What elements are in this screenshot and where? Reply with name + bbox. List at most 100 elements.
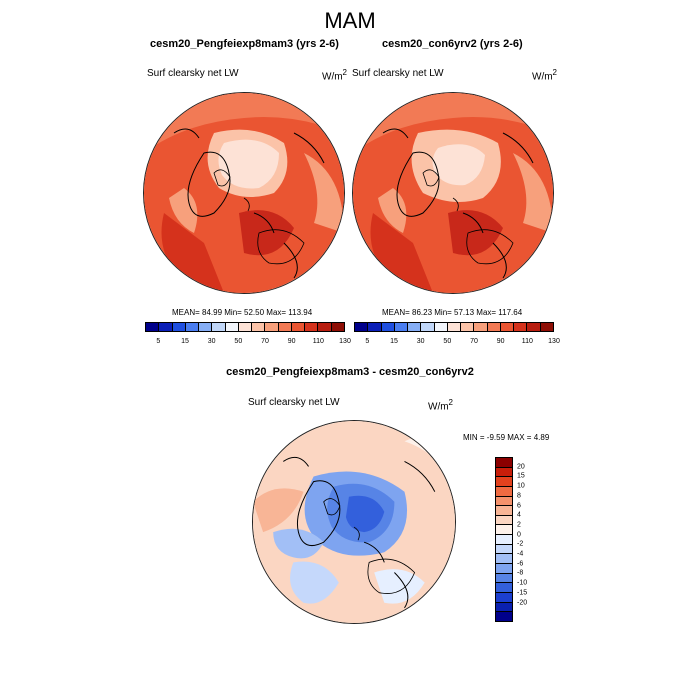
- colorbar-swatch: [305, 323, 319, 331]
- diff-colorbar-tick-label: -4: [517, 550, 524, 558]
- diff-colorbar-swatch: [496, 486, 512, 497]
- diff-colorbar-swatch: [496, 612, 512, 621]
- figure-title: MAM: [324, 8, 376, 33]
- colorbar-swatch: [318, 323, 332, 331]
- panel-1-variable-label: Surf clearsky net LW: [147, 68, 239, 79]
- panel-1-units: W/m2: [322, 68, 347, 83]
- colorbar-swatch: [159, 323, 173, 331]
- colorbar-swatch: [291, 323, 306, 331]
- panel-2-units: W/m2: [532, 68, 557, 83]
- colorbar-swatch: [394, 323, 409, 331]
- diff-colorbar-tick-label: -8: [517, 569, 524, 577]
- colorbar-tick-label: 50: [443, 338, 452, 345]
- colorbar-swatch: [368, 323, 382, 331]
- panel-2-colorbar-ticks: 5 15 30 50 70 90 110 130: [354, 338, 559, 348]
- colorbar-swatch: [381, 323, 395, 331]
- colorbar-swatch: [355, 323, 369, 331]
- diff-colorbar-ticks: 20 15 10 8 6 4 2 0 -2 -4 -6 -8 -10 -15 -20: [517, 457, 547, 622]
- diff-panel-title: cesm20_Pengfeiexp8mam3 - cesm20_con6yrv2: [226, 366, 474, 378]
- colorbar-tick-label: 130: [548, 338, 560, 345]
- colorbar-tick-label: 30: [416, 338, 425, 345]
- diff-colorbar-swatch: [496, 525, 512, 536]
- colorbar-swatch: [474, 323, 488, 331]
- diff-colorbar-tick-label: -20: [517, 599, 528, 607]
- panel-1-colorbar-ticks: 5 15 30 50 70 90 110 130: [145, 338, 350, 348]
- colorbar-tick-label: 90: [496, 338, 505, 345]
- panel-2-title: cesm20_con6yrv2 (yrs 2-6): [382, 38, 523, 50]
- diff-colorbar-tick-label: -2: [517, 540, 524, 548]
- diff-colorbar-swatch: [496, 583, 512, 593]
- diff-colorbar-swatch: [496, 467, 512, 478]
- diff-colorbar-swatch: [496, 515, 512, 526]
- panel-1-title: cesm20_Pengfeiexp8mam3 (yrs 2-6): [150, 38, 339, 50]
- colorbar-swatch: [447, 323, 462, 331]
- diff-colorbar-tick-label: 2: [517, 521, 521, 529]
- colorbar-tick-label: 110: [312, 338, 324, 345]
- panel-1-colorbar: [145, 322, 345, 332]
- diff-colorbar-swatch: [496, 602, 512, 613]
- colorbar-tick-label: 110: [521, 338, 533, 345]
- colorbar-tick-label: 70: [261, 338, 269, 345]
- panel-2-map-svg: [353, 93, 553, 293]
- panel-1-polar-map: [143, 92, 345, 294]
- diff-colorbar-tick-label: 15: [517, 472, 525, 480]
- diff-colorbar-tick-label: -15: [517, 589, 528, 597]
- diff-panel-variable-label: Surf clearsky net LW: [248, 397, 340, 408]
- colorbar-swatch: [514, 323, 528, 331]
- colorbar-tick-label: 5: [156, 338, 161, 345]
- colorbar-tick-label: 130: [339, 338, 351, 345]
- diff-panel-map-svg: [253, 421, 455, 623]
- diff-colorbar-tick-label: -10: [517, 579, 528, 587]
- colorbar-swatch: [172, 323, 186, 331]
- colorbar-swatch: [185, 323, 200, 331]
- diff-colorbar-tick-label: 20: [517, 463, 525, 471]
- colorbar-swatch: [331, 323, 344, 331]
- diff-colorbar-swatch: [496, 458, 512, 468]
- colorbar-swatch: [225, 323, 239, 331]
- diff-colorbar-tick-label: -6: [517, 560, 524, 568]
- diff-colorbar-swatch: [496, 592, 512, 603]
- colorbar-swatch: [199, 323, 213, 331]
- colorbar-swatch: [212, 323, 226, 331]
- colorbar-swatch: [238, 323, 253, 331]
- diff-colorbar-tick-label: 10: [517, 482, 525, 490]
- colorbar-tick-label: 15: [181, 338, 189, 345]
- diff-panel-polar-map: [252, 420, 456, 624]
- diff-colorbar-swatch: [496, 506, 512, 516]
- colorbar-swatch: [527, 323, 541, 331]
- colorbar-swatch: [434, 323, 448, 331]
- diff-colorbar-tick-label: 0: [517, 531, 521, 539]
- colorbar-tick-label: 5: [365, 338, 370, 345]
- diff-colorbar-swatch: [496, 573, 512, 584]
- panel-2-polar-map: [352, 92, 554, 294]
- colorbar-swatch: [500, 323, 515, 331]
- colorbar-swatch: [252, 323, 266, 331]
- colorbar-swatch: [278, 323, 292, 331]
- diff-panel-units: W/m2: [428, 398, 453, 413]
- panel-1-stats: MEAN= 84.99 Min= 52.50 Max= 113.94: [172, 308, 313, 317]
- colorbar-tick-label: 15: [390, 338, 398, 345]
- diff-colorbar: [495, 457, 513, 622]
- colorbar-swatch: [408, 323, 422, 331]
- colorbar-tick-label: 90: [287, 338, 296, 345]
- colorbar-swatch: [146, 323, 160, 331]
- panel-2-colorbar: [354, 322, 554, 332]
- colorbar-swatch: [265, 323, 279, 331]
- colorbar-swatch: [487, 323, 501, 331]
- diff-colorbar-swatch: [496, 477, 512, 487]
- panel-2-variable-label: Surf clearsky net LW: [352, 68, 444, 79]
- panel-2-stats: MEAN= 86.23 Min= 57.13 Max= 117.64: [382, 308, 523, 317]
- diff-colorbar-tick-label: 4: [517, 511, 521, 519]
- diff-colorbar-swatch: [496, 544, 512, 555]
- colorbar-tick-label: 70: [470, 338, 478, 345]
- colorbar-swatch: [461, 323, 475, 331]
- colorbar-swatch: [540, 323, 553, 331]
- colorbar-swatch: [421, 323, 435, 331]
- colorbar-tick-label: 30: [207, 338, 216, 345]
- diff-panel-stats: MIN = -9.59 MAX = 4.89: [463, 433, 550, 442]
- diff-colorbar-swatch: [496, 496, 512, 507]
- diff-colorbar-swatch: [496, 535, 512, 545]
- diff-colorbar-swatch: [496, 564, 512, 574]
- panel-1-map-svg: [144, 93, 344, 293]
- colorbar-tick-label: 50: [234, 338, 243, 345]
